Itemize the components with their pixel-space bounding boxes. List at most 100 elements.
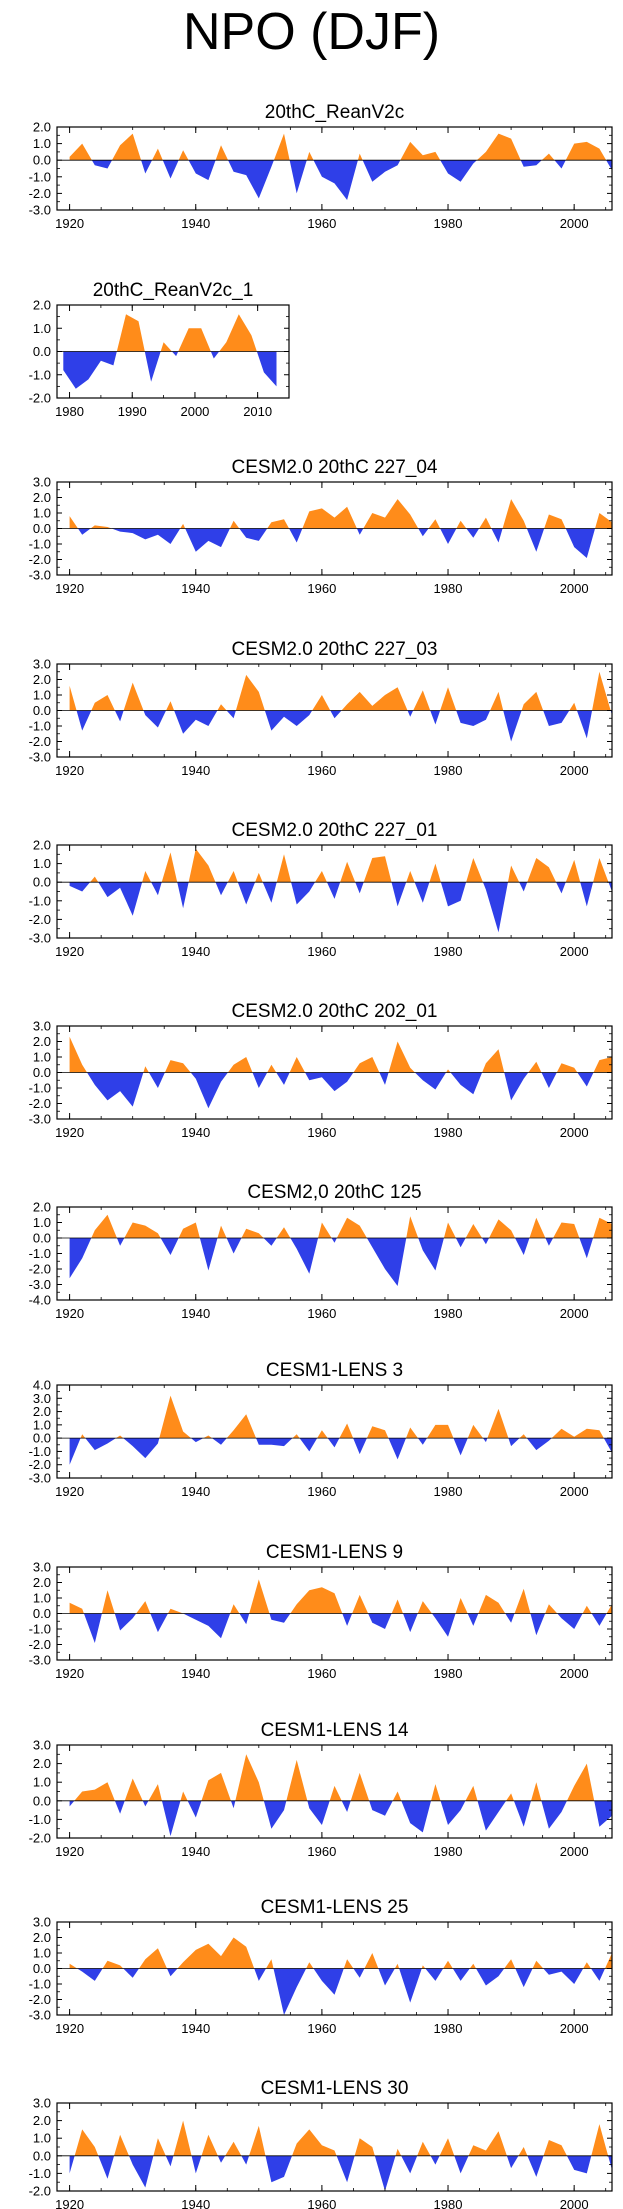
x-tick-label: 1940 — [181, 1484, 210, 1499]
chart-panel-3: CESM2.0 20thC 227_04 3.02.01.00.0-1.0-2.0… — [29, 457, 613, 596]
x-tick-label: 1980 — [434, 1666, 463, 1681]
y-tick-label: 2.0 — [33, 1200, 51, 1215]
y-tick-label: 1.0 — [33, 1050, 51, 1065]
chart-title: CESM2.0 20thC 227_01 — [232, 820, 438, 841]
chart-panel-4: CESM2.0 20thC 227_03 3.02.01.00.0-1.0-2.0… — [29, 639, 613, 778]
chart-title: CESM2.0 20thC 227_03 — [232, 639, 438, 660]
x-tick-label: 2000 — [560, 1125, 589, 1140]
y-tick-label: 1.0 — [33, 1946, 51, 1961]
y-tick-label: 0.0 — [33, 1231, 51, 1246]
y-tick-label: -3.0 — [29, 1112, 51, 1127]
chart-title: CESM2.0 20thC 227_04 — [232, 457, 438, 478]
negative-area — [69, 1072, 612, 1109]
y-tick-label: 0.0 — [33, 875, 51, 890]
chart-title: CESM1-LENS 30 — [261, 2078, 409, 2099]
x-tick-label: 1940 — [181, 944, 210, 959]
chart-panel-9: CESM1-LENS 9 3.02.01.00.0-1.0-2.0-3.0 1920… — [29, 1542, 613, 1681]
y-tick-label: 0.0 — [33, 1606, 51, 1621]
chart-panel-10: CESM1-LENS 14 3.0 2.0 1.0 0.0 -1.0 -2.0 1920 194… — [29, 1720, 613, 1859]
y-tick-label: 3.0 — [33, 1738, 51, 1753]
x-tick-label: 1960 — [307, 216, 336, 231]
y-tick-label: -2.0 — [29, 1992, 51, 2007]
x-tick-label: 1960 — [307, 2197, 336, 2209]
y-tick-label: -1.0 — [29, 1977, 51, 1992]
x-tick-label: 2000 — [560, 2021, 589, 2036]
chart-title: CESM1-LENS 25 — [261, 1897, 409, 1918]
y-tick-label: 1.0 — [33, 506, 51, 521]
x-tick-label: 1960 — [307, 1125, 336, 1140]
x-tick-label: 1920 — [55, 1484, 84, 1499]
x-tick-label: 1940 — [181, 1125, 210, 1140]
x-tick-label: 1940 — [181, 581, 210, 596]
x-tick-label: 2000 — [560, 1844, 589, 1859]
positive-area — [63, 314, 277, 352]
y-tick-label: -2.0 — [29, 552, 51, 567]
x-tick-label: 1920 — [55, 2197, 84, 2209]
x-tick-label: 1940 — [181, 216, 210, 231]
x-tick-label: 2000 — [560, 581, 589, 596]
y-tick-label: -1.0 — [29, 719, 51, 734]
y-tick-label: -3.0 — [29, 1471, 51, 1486]
y-tick-label: 1.0 — [33, 1591, 51, 1606]
x-tick-label: 1960 — [307, 1306, 336, 1321]
x-tick-label: 1920 — [55, 1306, 84, 1321]
positive-area — [69, 1579, 612, 1614]
chart-title: 20thC_ReanV2c_1 — [93, 280, 254, 301]
y-tick-label: -3.0 — [29, 203, 51, 218]
x-tick-label: 1980 — [434, 216, 463, 231]
y-tick-label: 0.0 — [33, 1961, 51, 1976]
x-tick-label: 2000 — [560, 944, 589, 959]
chart-title: 20thC_ReanV2c — [265, 102, 404, 123]
negative-area — [69, 2155, 612, 2191]
chart-panel-6: CESM2.0 20thC 202_01 3.02.01.00.0-1.0-2.0… — [29, 1001, 613, 1140]
negative-area — [69, 160, 612, 200]
y-tick-label: -1.0 — [29, 1444, 51, 1459]
y-tick-label: 3.0 — [33, 475, 51, 490]
positive-area — [69, 133, 612, 161]
y-tick-label: -1.0 — [29, 1246, 51, 1261]
chart-panel-2: 20thC_ReanV2c_1 2.0 1.0 0.0 -1.0 -2.0 1980 1990… — [29, 280, 290, 419]
negative-area — [69, 1800, 612, 1837]
y-tick-label: -3.0 — [29, 1653, 51, 1668]
y-tick-label: 1.0 — [33, 856, 51, 871]
chart-title: CESM1-LENS 14 — [261, 1720, 409, 1741]
negative-area — [69, 710, 612, 742]
negative-area — [69, 528, 612, 558]
x-tick-label: 1980 — [434, 763, 463, 778]
positive-area — [69, 671, 612, 711]
y-tick-label: 3.0 — [33, 2096, 51, 2111]
y-tick-label: -3.0 — [29, 750, 51, 765]
y-tick-label: -2.0 — [29, 1457, 51, 1472]
negative-area — [63, 351, 277, 389]
x-tick-label: 1980 — [434, 2197, 463, 2209]
positive-area — [69, 1937, 612, 1969]
x-tick-label: 1960 — [307, 1666, 336, 1681]
negative-area — [69, 1438, 612, 1465]
x-tick-label: 1940 — [181, 1666, 210, 1681]
y-tick-label: -2.0 — [29, 1262, 51, 1277]
positive-area — [74, 2120, 609, 2156]
y-tick-label: -2.0 — [29, 391, 51, 406]
y-tick-label: 1.0 — [33, 2131, 51, 2146]
x-tick-label: 2000 — [560, 1484, 589, 1499]
x-tick-label: 1920 — [55, 763, 84, 778]
chart-panel-8: CESM1-LENS 3 4.03.02.01.00.0-1.0-2.0-3.0 1… — [29, 1360, 613, 1499]
y-tick-label: 0.0 — [33, 1793, 51, 1808]
x-tick-label: 1990 — [118, 404, 147, 419]
y-tick-label: 2.0 — [33, 1930, 51, 1945]
chart-panel-11: CESM1-LENS 25 3.02.01.00.0-1.0-2.0-3.0 192… — [29, 1897, 613, 2036]
y-tick-label: 2.0 — [33, 1404, 51, 1419]
x-tick-label: 1920 — [55, 2021, 84, 2036]
x-tick-label: 1980 — [434, 1484, 463, 1499]
y-tick-label: -2.0 — [29, 1831, 51, 1846]
negative-area — [69, 882, 612, 933]
positive-area — [69, 499, 612, 529]
x-tick-label: 1980 — [434, 944, 463, 959]
y-tick-label: -1.0 — [29, 367, 51, 382]
chart-title: CESM1-LENS 3 — [266, 1360, 403, 1381]
positive-area — [69, 1395, 612, 1439]
y-tick-label: -2.0 — [29, 734, 51, 749]
x-tick-label: 2010 — [243, 404, 272, 419]
y-tick-label: -1.0 — [29, 1081, 51, 1096]
chart-title: CESM2,0 20thC 125 — [247, 1182, 421, 1203]
